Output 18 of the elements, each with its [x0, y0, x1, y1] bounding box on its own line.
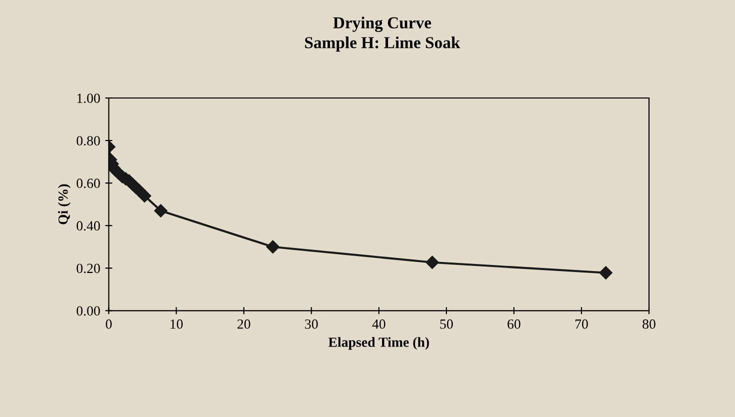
x-axis-title: Elapsed Time (h)	[328, 337, 429, 350]
y-tick-label: 0.60	[76, 178, 100, 188]
x-tick-label: 10	[170, 319, 183, 329]
x-tick-label: 30	[305, 319, 318, 329]
y-tick-label: 0.20	[76, 264, 100, 274]
x-tick-label: 50	[440, 319, 453, 329]
y-tick-label: 0.40	[76, 221, 100, 231]
x-tick-label: 0	[106, 319, 112, 329]
y-tick-label: 0.80	[76, 136, 100, 146]
x-tick-label: 70	[575, 319, 588, 329]
x-tick-label: 80	[642, 319, 656, 329]
x-tick-label: 60	[508, 319, 520, 329]
chart-title: Drying Curve Sample H: Lime Soak	[305, 16, 460, 52]
y-tick-label: 0.00	[76, 306, 100, 316]
y-axis-title: Qi (%)	[58, 184, 71, 224]
y-tick-label: 1.00	[77, 94, 100, 104]
x-tick-label: 20	[238, 319, 250, 329]
x-tick-label: 40	[372, 319, 386, 329]
